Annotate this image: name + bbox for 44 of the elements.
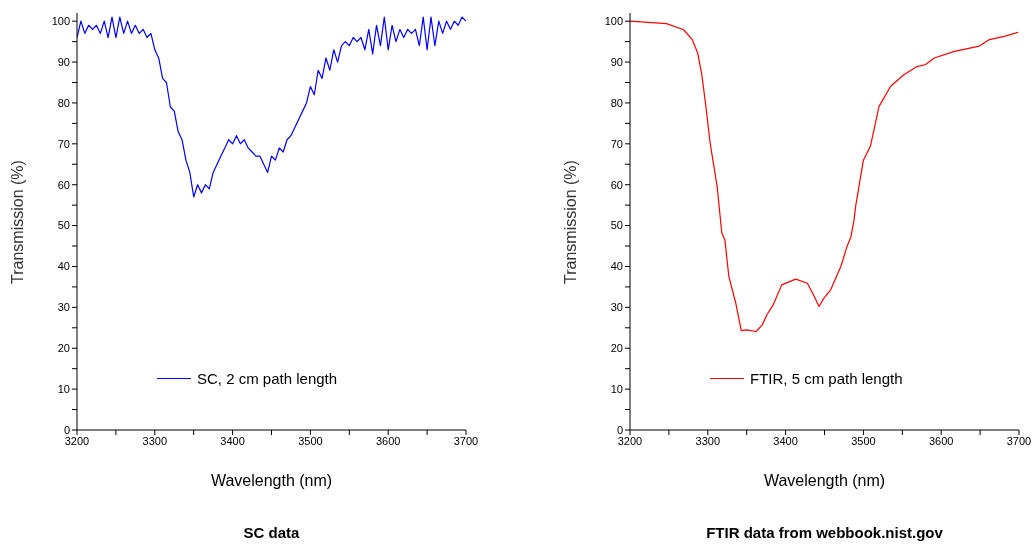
line-series <box>630 20 1019 333</box>
y-tick-label: 40 <box>610 260 623 273</box>
text: FTIR data from webbook.nist.gov <box>706 524 943 541</box>
y-tick-label: 100 <box>51 15 70 28</box>
y-tick-label: 40 <box>57 260 70 273</box>
y-tick-label: 50 <box>610 219 623 232</box>
line-series <box>77 16 466 198</box>
x-tick-label: 3700 <box>453 434 479 447</box>
y-tick-label: 0 <box>616 423 623 436</box>
y-tick-label: 90 <box>610 55 623 68</box>
x-tick-label: 3300 <box>142 434 168 447</box>
y-tick-label: 70 <box>57 137 70 150</box>
y-tick-label: 10 <box>610 383 623 396</box>
y-tick-label: 20 <box>57 342 70 355</box>
x-axis-title: Wavelength (nm) <box>210 472 333 490</box>
y-tick-label: 10 <box>57 383 70 396</box>
y-tick-label: 20 <box>610 342 623 355</box>
x-tick-label: 3200 <box>64 434 90 447</box>
legend-label: FTIR, 5 cm path length <box>750 370 903 387</box>
x-tick-label: 3600 <box>375 434 401 447</box>
y-tick-label: 80 <box>610 96 623 109</box>
y-tick-label: 0 <box>63 423 70 436</box>
y-tick-label: 60 <box>57 178 70 191</box>
legend-label: SC, 2 cm path length <box>197 370 338 387</box>
x-tick-label: 3300 <box>695 434 721 447</box>
y-tick-label: 80 <box>57 96 70 109</box>
y-axis-title: Transmission (%) <box>562 159 580 284</box>
x-tick-label: 3500 <box>851 434 876 447</box>
y-tick-label: 30 <box>57 301 70 314</box>
y-tick-label: 90 <box>57 55 70 68</box>
x-tick-label: 3200 <box>617 434 643 447</box>
x-tick-label: 3700 <box>1006 434 1032 447</box>
x-tick-label: 3500 <box>298 434 323 447</box>
y-axis-title: Transmission (%) <box>9 159 27 284</box>
y-tick-label: 30 <box>610 301 623 314</box>
y-tick-label: 100 <box>604 15 623 28</box>
x-tick-label: 3600 <box>928 434 954 447</box>
x-tick-label: 3400 <box>773 434 798 447</box>
text: SC data <box>243 524 300 541</box>
y-tick-label: 50 <box>57 219 70 232</box>
y-tick-label: 70 <box>610 137 623 150</box>
x-tick-label: 3400 <box>220 434 245 447</box>
y-tick-label: 60 <box>610 178 623 191</box>
x-axis-title: Wavelength (nm) <box>763 472 886 490</box>
